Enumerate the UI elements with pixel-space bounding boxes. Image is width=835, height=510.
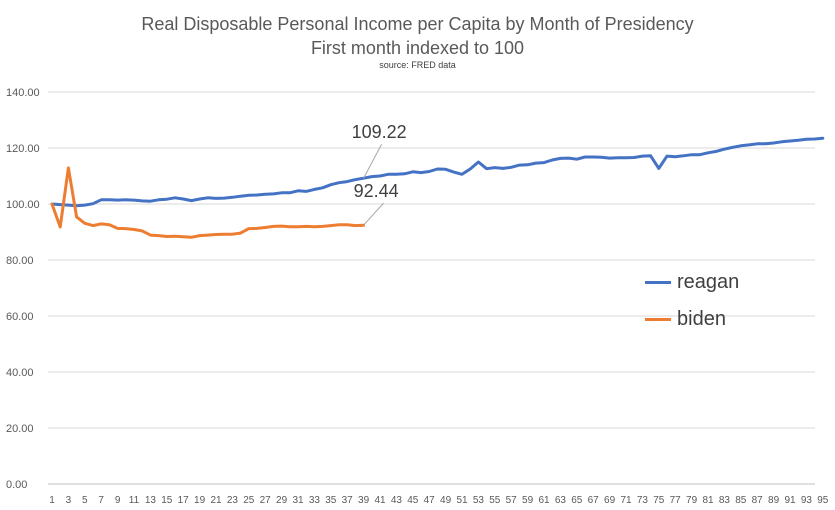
data-label-leader bbox=[363, 144, 383, 179]
legend-item-reagan: reagan bbox=[645, 264, 739, 301]
x-tick-label: 79 bbox=[686, 495, 698, 506]
legend: reagan biden bbox=[645, 264, 739, 338]
x-tick-label: 3 bbox=[66, 495, 72, 506]
data-label-leader bbox=[363, 202, 384, 226]
x-tick-label: 15 bbox=[161, 495, 173, 506]
legend-swatch-reagan bbox=[645, 281, 671, 284]
x-tick-label: 13 bbox=[145, 495, 157, 506]
y-tick-label: 120.00 bbox=[6, 143, 40, 155]
x-tick-label: 83 bbox=[719, 495, 731, 506]
series-line-reagan bbox=[50, 136, 825, 208]
y-tick-label: 80.00 bbox=[6, 255, 34, 267]
x-tick-label: 75 bbox=[653, 495, 665, 506]
x-tick-label: 63 bbox=[555, 495, 567, 506]
x-tick-label: 61 bbox=[538, 495, 550, 506]
x-tick-label: 45 bbox=[407, 495, 419, 506]
x-tick-label: 57 bbox=[506, 495, 518, 506]
x-tick-label: 81 bbox=[702, 495, 714, 506]
chart-subtitle: First month indexed to 100 bbox=[310, 38, 525, 58]
x-tick-label: 91 bbox=[784, 495, 796, 506]
x-tick-label: 55 bbox=[489, 495, 501, 506]
x-tick-label: 37 bbox=[342, 495, 354, 506]
data-label-reagan: 109.22 bbox=[352, 122, 407, 142]
x-tick-label: 17 bbox=[178, 495, 190, 506]
x-tick-label: 21 bbox=[210, 495, 222, 506]
y-tick-label: 40.00 bbox=[6, 367, 34, 379]
x-tick-label: 1 bbox=[49, 495, 55, 506]
x-tick-label: 11 bbox=[129, 495, 140, 506]
x-tick-label: 39 bbox=[358, 495, 370, 506]
y-tick-label: 20.00 bbox=[6, 423, 34, 435]
x-tick-label: 73 bbox=[637, 495, 649, 506]
chart-source: source: FRED data bbox=[379, 60, 456, 70]
x-tick-label: 43 bbox=[391, 495, 403, 506]
x-tick-label: 5 bbox=[82, 495, 88, 506]
legend-label-biden: biden bbox=[677, 308, 726, 330]
y-tick-label: 60.00 bbox=[6, 311, 34, 323]
x-tick-label: 77 bbox=[670, 495, 682, 506]
x-tick-label: 89 bbox=[768, 495, 780, 506]
x-tick-label: 85 bbox=[735, 495, 747, 506]
x-tick-label: 31 bbox=[292, 495, 304, 506]
x-tick-label: 71 bbox=[620, 495, 632, 506]
x-tick-label: 27 bbox=[260, 495, 272, 506]
chart-title: Real Disposable Personal Income per Capi… bbox=[141, 14, 694, 34]
data-label-biden: 92.44 bbox=[354, 181, 399, 201]
x-tick-label: 19 bbox=[194, 495, 206, 506]
x-tick-label: 65 bbox=[571, 495, 583, 506]
x-tick-label: 47 bbox=[424, 495, 436, 506]
legend-item-biden: biden bbox=[645, 301, 739, 338]
legend-label-reagan: reagan bbox=[677, 271, 740, 293]
y-tick-label: 100.00 bbox=[6, 199, 40, 211]
y-tick-label: 140.00 bbox=[6, 87, 40, 99]
x-tick-label: 9 bbox=[115, 495, 121, 506]
x-tick-label: 93 bbox=[801, 495, 813, 506]
x-tick-label: 41 bbox=[374, 495, 386, 506]
x-tick-label: 7 bbox=[98, 495, 104, 506]
series-line-biden bbox=[50, 166, 366, 239]
x-tick-label: 53 bbox=[473, 495, 485, 506]
x-tick-label: 69 bbox=[604, 495, 616, 506]
x-tick-label: 23 bbox=[227, 495, 239, 506]
x-tick-label: 33 bbox=[309, 495, 321, 506]
x-tick-label: 35 bbox=[325, 495, 337, 506]
x-tick-label: 95 bbox=[817, 495, 829, 506]
x-tick-label: 87 bbox=[752, 495, 764, 506]
x-tick-label: 49 bbox=[440, 495, 452, 506]
legend-swatch-biden bbox=[645, 318, 671, 321]
x-tick-label: 51 bbox=[456, 495, 468, 506]
x-tick-label: 67 bbox=[588, 495, 600, 506]
x-tick-label: 25 bbox=[243, 495, 255, 506]
y-tick-label: 0.00 bbox=[6, 479, 27, 491]
x-tick-label: 59 bbox=[522, 495, 534, 506]
x-tick-label: 29 bbox=[276, 495, 288, 506]
